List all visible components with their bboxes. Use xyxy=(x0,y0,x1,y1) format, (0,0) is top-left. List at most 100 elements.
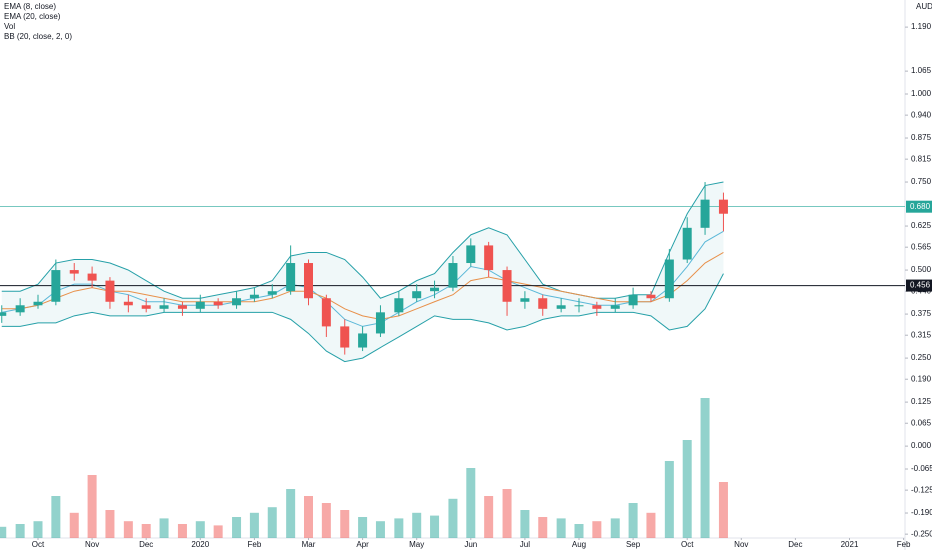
x-tick-label: 2020 xyxy=(191,540,209,549)
candle-body xyxy=(556,305,566,309)
volume-bar xyxy=(502,489,512,538)
y-tick-label: 0.315 xyxy=(911,330,932,339)
y-tick-label: 0.375 xyxy=(911,309,932,318)
level-tag xyxy=(906,200,932,213)
candle-body xyxy=(502,270,512,302)
y-tick-label: 0.500 xyxy=(911,265,932,274)
x-tick-label: Dec xyxy=(139,540,153,549)
y-tick-label: 1.065 xyxy=(911,66,932,75)
volume-bar xyxy=(232,517,242,538)
x-tick-label: 2021 xyxy=(841,540,859,549)
candle-body xyxy=(412,291,422,299)
level-label: 0.680 xyxy=(910,202,931,211)
volume-bar xyxy=(340,510,350,538)
volume-bar xyxy=(520,510,530,538)
candle-body xyxy=(682,227,692,260)
level-tag xyxy=(906,279,932,292)
x-tick-label: Feb xyxy=(897,540,911,549)
volume-bar xyxy=(141,524,151,538)
candle-body xyxy=(249,294,259,299)
candle-body xyxy=(15,305,25,313)
candle-body xyxy=(538,298,548,309)
y-tick-label: 0.065 xyxy=(911,418,932,427)
y-tick-label: 0.190 xyxy=(911,374,932,383)
x-tick-label: Aug xyxy=(572,540,586,549)
candle-body xyxy=(358,333,368,348)
candle-body xyxy=(394,298,404,313)
y-tick-label: -0.065 xyxy=(911,464,932,473)
volume-bar xyxy=(51,496,61,538)
candle-body xyxy=(195,301,205,309)
candle-body xyxy=(267,291,277,295)
volume-bar xyxy=(177,524,187,538)
volume-bar xyxy=(0,526,7,538)
volume-bar xyxy=(375,521,385,538)
candle-body xyxy=(574,305,584,307)
x-tick-label: Jul xyxy=(520,540,530,549)
candle-body xyxy=(340,326,350,348)
candle-body xyxy=(123,301,133,306)
x-tick-label: Jun xyxy=(464,540,477,549)
volume-bar xyxy=(358,517,368,538)
volume-bar xyxy=(304,496,313,538)
volume-bar xyxy=(664,461,674,538)
y-tick-label: 0.815 xyxy=(911,154,932,163)
candle-body xyxy=(646,294,656,299)
y-tick-label: 0.875 xyxy=(911,133,932,142)
x-tick-label: Apr xyxy=(356,540,369,549)
bollinger-lower xyxy=(1,273,724,363)
volume-bar xyxy=(484,496,494,538)
volume-bar xyxy=(267,507,277,538)
x-tick-label: Nov xyxy=(734,540,748,549)
x-tick-label: May xyxy=(409,540,424,549)
candle-body xyxy=(592,305,602,309)
candle-body xyxy=(484,245,494,271)
ema-line xyxy=(1,252,724,320)
volume-bar xyxy=(213,525,223,538)
candle-body xyxy=(700,199,710,228)
volume-bar xyxy=(538,517,548,538)
candle-body xyxy=(177,305,187,309)
candle-body xyxy=(718,199,728,214)
y-tick-label: 0.750 xyxy=(911,177,932,186)
y-tick-label: 0.000 xyxy=(911,441,932,450)
candle-body xyxy=(430,287,440,292)
candle-body xyxy=(87,273,97,281)
volume-bar xyxy=(574,524,584,538)
volume-bar xyxy=(700,398,710,538)
volume-bar xyxy=(159,518,169,538)
y-tick-label: 1.190 xyxy=(911,22,932,31)
candle-body xyxy=(105,280,115,302)
legend: EMA (8, close) EMA (20, close) Vol BB (2… xyxy=(4,2,72,41)
y-tick-label: 0.940 xyxy=(911,110,932,119)
candle-body xyxy=(466,245,476,264)
volume-bar xyxy=(87,475,97,538)
y-tick-label: 0.250 xyxy=(911,353,932,362)
bollinger-fill xyxy=(1,182,724,362)
volume-bar xyxy=(628,503,638,538)
candle-body xyxy=(51,270,61,302)
candle-body xyxy=(520,298,530,302)
volume-bar xyxy=(646,512,656,538)
volume-bar xyxy=(448,498,458,538)
volume-bar xyxy=(430,515,440,538)
x-tick-label: Sep xyxy=(626,540,641,549)
volume-bar xyxy=(466,468,476,538)
x-tick-label: Dec xyxy=(788,540,802,549)
legend-entry: EMA (8, close) xyxy=(4,2,56,11)
x-tick-label: Oct xyxy=(32,540,45,549)
y-tick-label: 0.565 xyxy=(911,242,932,251)
candle-body xyxy=(213,301,223,306)
legend-entry: EMA (20, close) xyxy=(4,12,61,21)
volume-bar xyxy=(592,521,602,538)
y-tick-label: 1.000 xyxy=(911,89,932,98)
volume-bar xyxy=(15,524,25,538)
volume-bar xyxy=(412,512,422,538)
candle-body xyxy=(304,263,313,299)
candle-body xyxy=(232,298,242,306)
candle-body xyxy=(628,294,638,306)
volume-bar xyxy=(195,521,205,538)
x-tick-label: Feb xyxy=(248,540,262,549)
currency-label: AUD xyxy=(916,2,932,11)
